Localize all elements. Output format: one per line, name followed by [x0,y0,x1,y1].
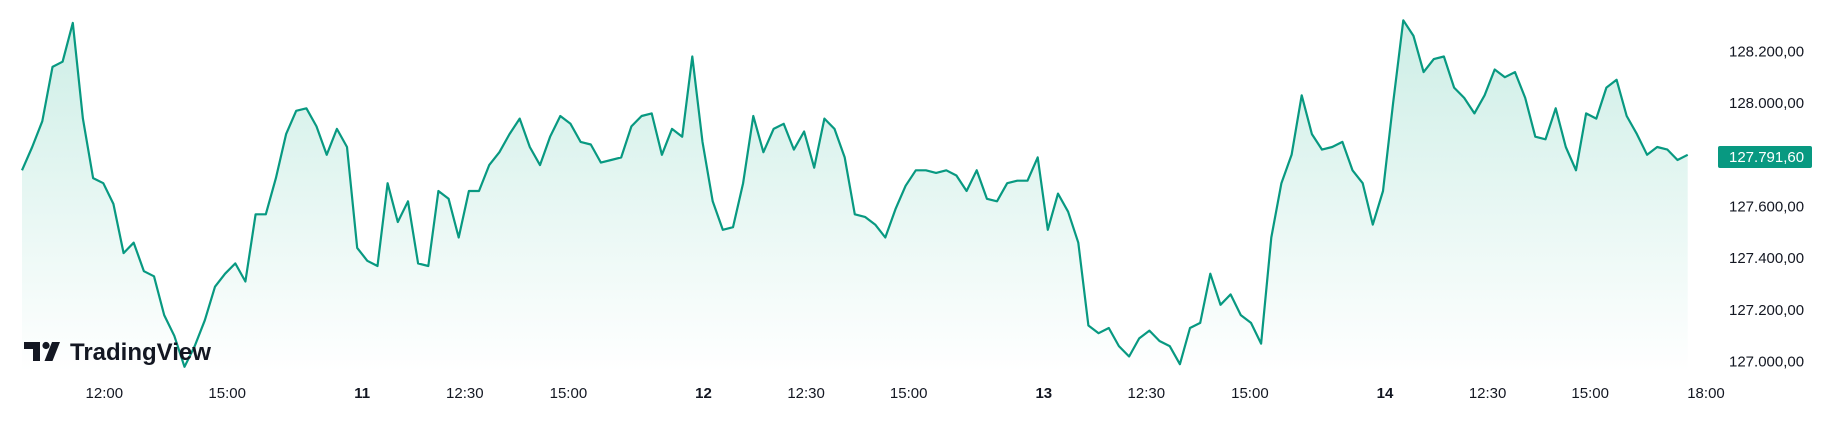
y-tick-label: 127.600,00 [1729,199,1804,216]
y-tick-label: 127.000,00 [1729,354,1804,371]
x-tick-label: 15:00 [1571,385,1609,402]
last-price-label: 127.791,60 [1729,149,1804,166]
y-tick-label: 127.200,00 [1729,302,1804,319]
area-fill [22,20,1688,373]
x-tick-label: 12:30 [1469,385,1507,402]
y-tick-label: 127.400,00 [1729,250,1804,267]
x-tick-label: 12:30 [1128,385,1166,402]
x-tick-label: 15:00 [890,385,928,402]
last-price-badge-bg [1718,146,1812,168]
x-tick-label: 13 [1035,385,1052,402]
x-tick-label: 12:30 [787,385,825,402]
tradingview-logo-text: TradingView [70,339,211,366]
time-axis[interactable]: 12:00 15:00 11 12:30 15:00 12 12:30 15:00 13 12:3… [86,385,1725,402]
y-tick-label: 128.000,00 [1729,95,1804,112]
x-tick-label: 15:00 [208,385,246,402]
x-tick-label: 14 [1377,385,1394,402]
x-tick-label: 15:00 [550,385,588,402]
x-tick-label: 18:00 [1687,385,1725,402]
x-tick-label: 12 [695,385,712,402]
tradingview-logo-icon [24,341,60,361]
x-tick-label: 11 [354,385,370,402]
tradingview-logo[interactable]: TradingView [24,339,211,366]
y-tick-label: 128.200,00 [1729,43,1804,60]
last-price-badge: 127.791,60 [1718,146,1812,168]
price-axis[interactable]: 128.200,00128.000,00127.800,00127.600,00… [1729,43,1804,370]
x-tick-label: 12:30 [446,385,484,402]
x-tick-label: 15:00 [1231,385,1269,402]
x-tick-label: 12:00 [86,385,124,402]
series-line[interactable] [20,19,1689,368]
